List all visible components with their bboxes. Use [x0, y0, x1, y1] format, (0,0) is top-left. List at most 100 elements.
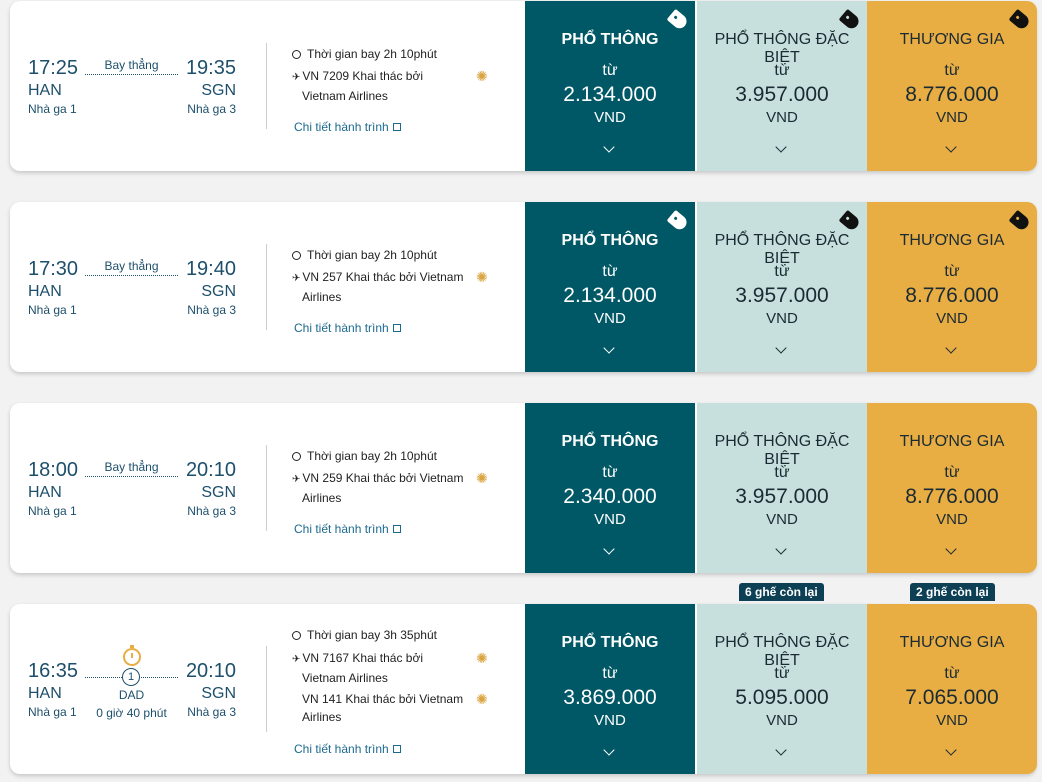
fare-currency: VND [594, 109, 626, 126]
fare-economy[interactable]: PHỔ THÔNG từ 3.869.000 VND [525, 604, 695, 774]
flight-duration: Thời gian bay 2h 10phút [292, 246, 437, 264]
chevron-down-icon [775, 543, 787, 555]
divider [266, 244, 267, 330]
plane-icon: ✈ [292, 273, 301, 284]
chevron-down-icon [775, 141, 787, 153]
route-type: Bay thẳng [104, 460, 159, 474]
plane-icon: ✈ [292, 474, 301, 485]
price-tag-icon [666, 8, 690, 32]
segment-info: ✈ VN 259 Khai thác bởi Vietnam Airlines [292, 471, 464, 505]
chevron-down-icon [945, 342, 957, 354]
fare-currency: VND [766, 511, 798, 528]
fare-amount: 7.065.000 [905, 686, 999, 709]
fare-from: từ [602, 665, 618, 682]
fare-economy[interactable]: PHỔ THÔNG từ 2.340.000 VND [525, 403, 695, 573]
fare-from: từ [774, 464, 790, 481]
fare-class: THƯƠNG GIA [899, 634, 1005, 651]
itinerary-details-link[interactable]: Chi tiết hành trình [294, 120, 401, 134]
clock-icon [292, 251, 301, 260]
chevron-down-icon [603, 141, 615, 153]
fare-from: từ [944, 62, 960, 79]
price-tag-icon [1008, 209, 1032, 233]
external-link-icon [392, 745, 401, 753]
arrival-time: 19:40 [185, 258, 236, 280]
chevron-down-icon [603, 744, 615, 756]
divider [266, 445, 267, 531]
chevron-down-icon [603, 543, 615, 555]
fare-amount: 3.957.000 [735, 284, 829, 307]
departure-code: HAN [28, 484, 62, 501]
departure-time: 17:30 [28, 258, 79, 280]
segment-info: ✈ VN 7209 Khai thác bởi Vietnam Airlines [292, 69, 423, 103]
arrival-time: 19:35 [185, 57, 236, 79]
fare-currency: VND [594, 310, 626, 327]
fare-business[interactable]: THƯƠNG GIA từ 8.776.000 VND [867, 1, 1037, 171]
fare-amount: 8.776.000 [905, 83, 999, 106]
flight-card: 17:25 19:35 HAN SGN Nhà ga 1 Nhà ga 3 Ba… [10, 1, 1037, 171]
segment-info: ✈ VN 257 Khai thác bởi Vietnam Airlines [292, 270, 464, 304]
arrival-code: SGN [201, 82, 236, 99]
fare-business[interactable]: THƯƠNG GIA từ 8.776.000 VND [867, 403, 1037, 573]
arrival-terminal: Nhà ga 3 [187, 504, 236, 518]
arrival-time: 20:10 [185, 459, 236, 481]
plane-icon: ✈ [292, 654, 301, 665]
arrival-code: SGN [201, 283, 236, 300]
chevron-down-icon [945, 744, 957, 756]
airline-logo-icon: ✺ [476, 68, 488, 84]
route-line [85, 275, 178, 276]
fare-class: PHỔ THÔNG [561, 232, 659, 249]
stop-airport: DAD [118, 688, 145, 702]
clock-icon [292, 50, 301, 59]
airline-logo-icon: ✺ [476, 650, 488, 666]
fare-premium-economy[interactable]: PHỔ THÔNG ĐẶC BIỆT từ 3.957.000 VND [696, 1, 867, 171]
itinerary-details-link[interactable]: Chi tiết hành trình [294, 522, 401, 536]
airline-logo-icon: ✺ [476, 691, 488, 707]
fare-premium-economy[interactable]: PHỔ THÔNG ĐẶC BIỆT từ 5.095.000 VND [696, 604, 867, 774]
fare-amount: 2.134.000 [563, 284, 657, 307]
fare-economy[interactable]: PHỔ THÔNG từ 2.134.000 VND [525, 1, 695, 171]
fare-class: PHỔ THÔNG [561, 31, 659, 48]
divider [266, 43, 267, 129]
price-tag-icon [1008, 8, 1032, 32]
layover-duration: 0 giờ 40 phút [96, 706, 167, 720]
fare-amount: 3.957.000 [735, 83, 829, 106]
route-line [85, 476, 178, 477]
fare-business[interactable]: THƯƠNG GIA từ 8.776.000 VND [867, 202, 1037, 372]
departure-terminal: Nhà ga 1 [28, 504, 77, 518]
fare-currency: VND [766, 712, 798, 729]
fare-amount: 3.957.000 [735, 485, 829, 508]
fare-premium-economy[interactable]: PHỔ THÔNG ĐẶC BIỆT từ 3.957.000 VND [696, 403, 867, 573]
fare-amount: 8.776.000 [905, 284, 999, 307]
chevron-down-icon [945, 141, 957, 153]
fare-business[interactable]: THƯƠNG GIA từ 7.065.000 VND [867, 604, 1037, 774]
fare-economy[interactable]: PHỔ THÔNG từ 2.134.000 VND [525, 202, 695, 372]
chevron-down-icon [775, 342, 787, 354]
departure-time: 16:35 [28, 660, 79, 682]
fare-from: từ [774, 263, 790, 280]
flight-card: 16:35 20:10 HAN SGN Nhà ga 1 Nhà ga 3 1 … [10, 604, 1037, 774]
segment-info: VN 141 Khai thác bởi Vietnam Airlines [302, 692, 464, 724]
fare-class: PHỔ THÔNG ĐẶC BIỆT [714, 232, 850, 267]
departure-code: HAN [28, 283, 62, 300]
itinerary-details-link[interactable]: Chi tiết hành trình [294, 321, 401, 335]
fare-currency: VND [936, 310, 968, 327]
fare-currency: VND [936, 712, 968, 729]
fare-from: từ [944, 263, 960, 280]
flight-duration: Thời gian bay 2h 10phút [292, 45, 437, 63]
fare-class: PHỔ THÔNG ĐẶC BIỆT [714, 31, 850, 66]
fare-amount: 2.340.000 [563, 485, 657, 508]
fare-currency: VND [594, 511, 626, 528]
chevron-down-icon [945, 543, 957, 555]
price-tag-icon [838, 209, 862, 233]
itinerary-details-link[interactable]: Chi tiết hành trình [294, 742, 401, 756]
flight-duration: Thời gian bay 3h 35phút [292, 626, 437, 644]
arrival-terminal: Nhà ga 3 [187, 102, 236, 116]
external-link-icon [392, 123, 401, 131]
fare-premium-economy[interactable]: PHỔ THÔNG ĐẶC BIỆT từ 3.957.000 VND [696, 202, 867, 372]
fare-class: THƯƠNG GIA [899, 433, 1005, 450]
fare-from: từ [944, 665, 960, 682]
route-type: Bay thẳng [104, 58, 159, 72]
fare-from: từ [774, 62, 790, 79]
departure-terminal: Nhà ga 1 [28, 102, 77, 116]
fare-from: từ [602, 62, 618, 79]
